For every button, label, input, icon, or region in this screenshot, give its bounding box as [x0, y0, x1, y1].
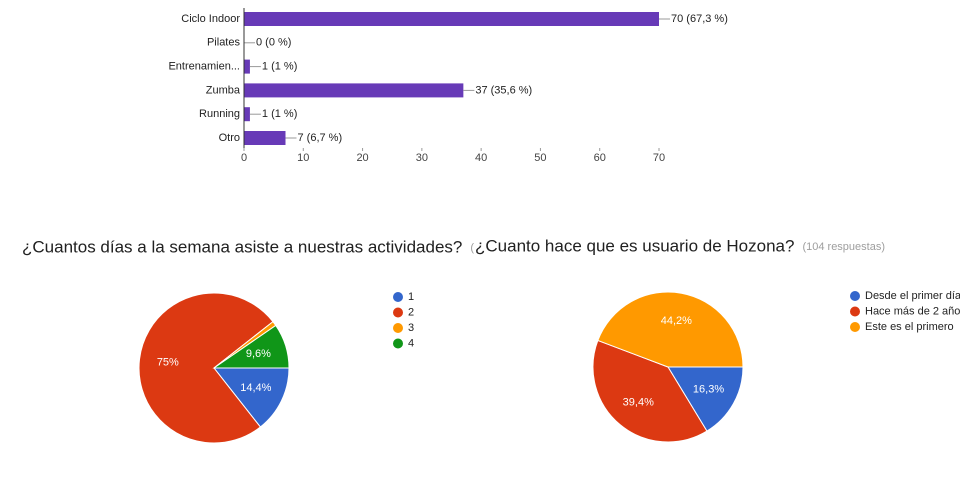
bar [244, 83, 464, 98]
bar [244, 12, 659, 26]
x-tick-label: 30 [416, 152, 428, 164]
category-label: Ciclo Indoor [181, 13, 240, 25]
legend-swatch [393, 338, 403, 349]
legend-swatch [850, 322, 860, 332]
value-label: 1 (1 %) [262, 61, 297, 73]
x-tick-label: 40 [475, 152, 487, 164]
x-tick-label: 10 [297, 152, 309, 164]
chart-subtitle: (104 respuestas) [802, 241, 885, 253]
legend-swatch [393, 292, 403, 302]
pie-slice [212, 324, 290, 369]
category-label: Pilates [207, 37, 241, 49]
x-tick-label: 20 [356, 152, 368, 164]
x-tick-label: 60 [594, 152, 606, 164]
pie-slice [212, 367, 290, 428]
chart-title: ¿Cuantos días a la semana asiste a nuest… [22, 237, 462, 256]
x-tick-label: 0 [241, 152, 247, 164]
legend-label: Hace más de 2 años [865, 305, 960, 317]
slice-label: 16,3% [693, 384, 724, 396]
legend-label: 3 [408, 322, 414, 334]
x-tick-label: 50 [534, 152, 546, 164]
legend-swatch [393, 323, 403, 333]
legend-label: 1 [408, 291, 414, 303]
value-label: 37 (35,6 %) [475, 84, 532, 96]
legend-swatch [393, 307, 403, 318]
category-label: Running [199, 108, 240, 120]
legend-swatch [850, 306, 860, 317]
category-label: Entrenamien... [168, 61, 240, 73]
legend-label: Desde el primer día [865, 290, 960, 302]
chart-title: ¿Cuanto hace que es usuario de Hozona? [475, 236, 794, 255]
category-label: Otro [219, 132, 240, 144]
value-label: 1 (1 %) [262, 108, 297, 120]
chart-subtitle: (104 respuestas) [470, 242, 553, 254]
pie-slice [592, 339, 708, 443]
value-label: 70 (67,3 %) [671, 13, 728, 25]
category-label: Zumba [206, 84, 241, 96]
slice-label: 44,2% [661, 315, 692, 327]
slice-label: 75% [157, 356, 179, 368]
legend-label: 2 [408, 306, 414, 318]
pie-slice [597, 291, 744, 368]
bar [244, 131, 286, 145]
legend-swatch [850, 291, 860, 301]
pie-slice [667, 366, 744, 432]
slice-label: 9,6% [246, 348, 271, 360]
x-tick-label: 70 [653, 152, 665, 164]
bar [244, 107, 250, 122]
legend-label: 4 [408, 337, 414, 349]
slice-label: 39,4% [623, 397, 654, 409]
legend-label: Este es el primero [865, 321, 954, 333]
pie-slice [138, 292, 274, 444]
bar [244, 59, 250, 74]
value-label: 7 (6,7 %) [298, 132, 343, 144]
slice-label: 14,4% [240, 382, 271, 394]
value-label: 0 (0 %) [256, 37, 291, 49]
